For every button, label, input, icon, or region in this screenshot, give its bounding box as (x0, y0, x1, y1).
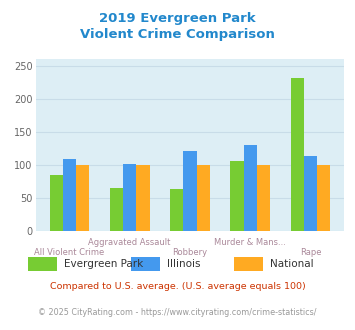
Bar (290, 78, 304, 231)
Bar (50, 175, 63, 231)
Text: All Violent Crime: All Violent Crime (34, 248, 104, 257)
Bar (110, 188, 123, 231)
Bar (304, 156, 317, 231)
Text: 2019 Evergreen Park: 2019 Evergreen Park (99, 12, 256, 24)
Bar (136, 165, 149, 231)
Bar (317, 165, 330, 231)
Text: National: National (270, 259, 313, 269)
Text: Murder & Mans...: Murder & Mans... (214, 238, 286, 247)
Text: Robbery: Robbery (173, 248, 207, 257)
Bar (230, 161, 244, 231)
Bar (76, 165, 89, 231)
Bar (170, 189, 183, 231)
Text: Illinois: Illinois (167, 259, 200, 269)
Bar (244, 145, 257, 231)
Text: Compared to U.S. average. (U.S. average equals 100): Compared to U.S. average. (U.S. average … (50, 282, 305, 291)
Bar (63, 159, 76, 231)
Bar (183, 151, 197, 231)
Bar (123, 164, 136, 231)
Text: Violent Crime Comparison: Violent Crime Comparison (80, 28, 275, 41)
Bar (257, 165, 270, 231)
Text: Aggravated Assault: Aggravated Assault (88, 238, 171, 247)
Text: Evergreen Park: Evergreen Park (64, 259, 143, 269)
Text: © 2025 CityRating.com - https://www.cityrating.com/crime-statistics/: © 2025 CityRating.com - https://www.city… (38, 308, 317, 316)
Text: Rape: Rape (300, 248, 321, 257)
Bar (197, 165, 210, 231)
